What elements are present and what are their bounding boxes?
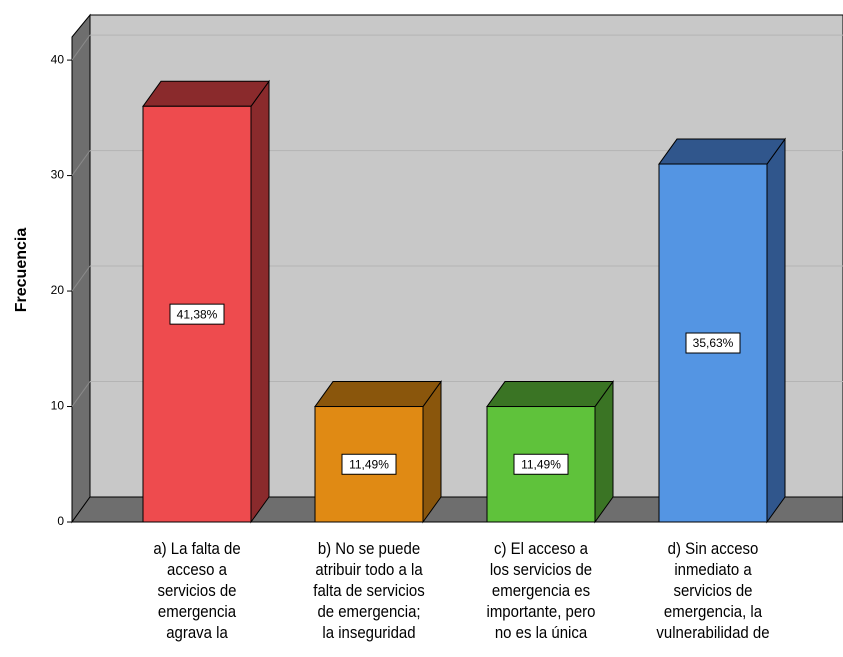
y-axis-title: Frecuencia: [13, 228, 30, 313]
y-tick-label: 20: [51, 283, 65, 297]
value-label-box: [513, 453, 569, 475]
value-label: 11,49%: [521, 457, 561, 471]
bar-top: [486, 381, 614, 408]
bar-side: [250, 79, 270, 524]
grid-line: [71, 34, 91, 61]
left-wall: [71, 13, 91, 524]
value-label-box: [341, 453, 397, 475]
bar-top: [658, 138, 786, 165]
y-tick-label: 40: [51, 52, 65, 66]
value-label: 11,49%: [349, 457, 389, 471]
y-tick-label: 30: [51, 168, 65, 182]
grid-line: [71, 381, 91, 407]
x-tick-label: d) Sin acceso inmediato a servicios de e…: [656, 539, 770, 642]
x-tick-label: c) El acceso a los servicios de emergenc…: [486, 539, 596, 642]
grid-line: [71, 150, 91, 176]
value-label: 35,63%: [693, 336, 734, 350]
bars: 41,38% 11,49% 11,49% 35,63%: [142, 79, 786, 524]
grid-line: [71, 265, 91, 292]
value-label-box: [169, 303, 225, 325]
bar-side: [766, 137, 786, 524]
y-tick-label: 0: [57, 514, 64, 528]
x-tick-label: a) La falta de acceso a servicios de eme…: [153, 539, 241, 642]
bar: [142, 105, 252, 523]
bar-top: [142, 80, 270, 107]
value-label-box: [685, 332, 741, 354]
bar-top: [314, 381, 442, 408]
y-tick-label: 10: [51, 399, 65, 413]
value-label: 41,38%: [177, 307, 218, 321]
x-tick-label: b) No se puede atribuir todo a la falta …: [313, 539, 425, 642]
